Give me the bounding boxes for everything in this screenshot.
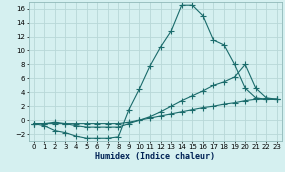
X-axis label: Humidex (Indice chaleur): Humidex (Indice chaleur) bbox=[95, 152, 215, 161]
